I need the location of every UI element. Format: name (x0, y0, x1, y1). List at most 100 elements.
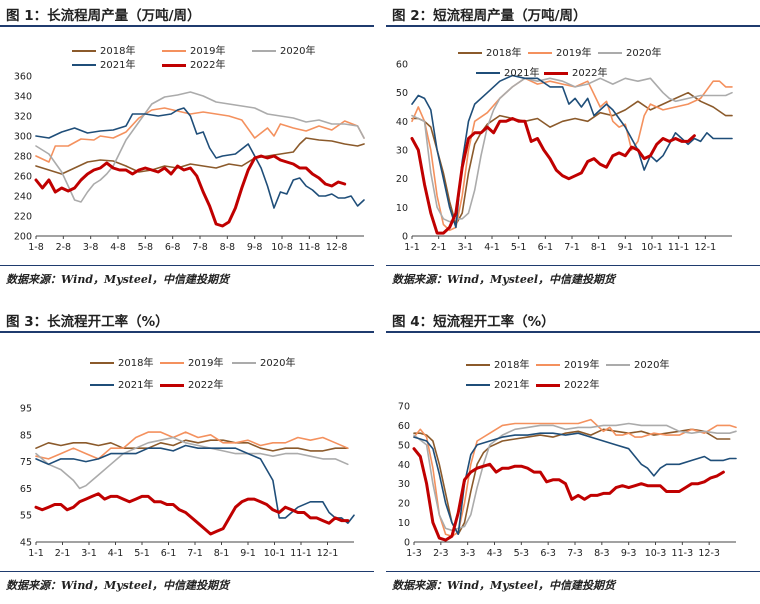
x-tick-label: 2-3 (433, 548, 449, 559)
series-line-2018 (413, 428, 731, 535)
x-tick-label: 7-1 (187, 548, 203, 559)
legend-label: 2020年 (634, 360, 670, 371)
title-rule (0, 331, 374, 333)
legend-label: 2022年 (564, 380, 600, 391)
chart-title: 图 4：短流程开工率（%） (392, 314, 555, 330)
source-rule (386, 265, 760, 266)
legend-item-2022: 2022年 (536, 376, 599, 391)
series-line-2022 (34, 154, 347, 228)
legend-label: 2018年 (486, 48, 522, 59)
series-line-2021 (35, 444, 355, 524)
x-tick-label: 12-1 (695, 242, 717, 253)
series-line-2022 (410, 117, 696, 235)
legend-swatch (160, 383, 184, 387)
legend-label: 2018年 (100, 46, 136, 57)
legend-label: 2020年 (626, 48, 662, 59)
y-tick-label: 95 (20, 404, 32, 415)
legend-swatch (72, 64, 96, 66)
series-line-2018 (35, 137, 365, 175)
legend-swatch (606, 364, 630, 366)
x-tick-label: 2-8 (56, 242, 72, 253)
x-tick-label: 6-3 (540, 548, 556, 559)
x-tick-label: 1-3 (406, 548, 422, 559)
x-tick-label: 1-1 (28, 548, 44, 559)
legend-swatch (466, 384, 490, 386)
source-note: 数据来源：Wind，Mysteel，中信建投期货 (6, 273, 230, 286)
x-tick-label: 10-1 (264, 548, 286, 559)
legend-label: 2022年 (572, 68, 608, 79)
panel-4: 图 4：短流程开工率（%） 0 10 20 30 40 50 60 70 1-3 2-3 3-3 4-… (386, 306, 760, 604)
legend-label: 2018年 (494, 360, 530, 371)
y-tick-label: 0 (402, 232, 408, 243)
legend-swatch (252, 50, 276, 52)
series-line-2019 (35, 431, 349, 460)
legend-label: 2020年 (260, 358, 296, 369)
series-line-2021 (411, 74, 733, 229)
legend-label: 2022年 (190, 60, 226, 71)
legend-item-2021: 2021年 (72, 56, 135, 71)
legend-item-2018: 2018年 (72, 42, 135, 57)
x-tick-label: 12-8 (326, 242, 348, 253)
y-tick-label: 0 (404, 538, 410, 549)
legend-swatch (544, 71, 568, 75)
legend-item-2020: 2020年 (598, 44, 661, 59)
x-tick-label: 11-8 (299, 242, 321, 253)
legend-item-2021: 2021年 (466, 376, 529, 391)
x-tick-label: 8-8 (220, 242, 236, 253)
x-tick-label: 1-8 (28, 242, 44, 253)
legend-item-2020: 2020年 (232, 354, 295, 369)
legend-swatch (466, 364, 490, 366)
legend-swatch (476, 72, 500, 74)
y-tick-label: 20 (398, 499, 410, 510)
legend-label: 2020年 (280, 46, 316, 57)
x-tick-label: 5-1 (134, 548, 150, 559)
legend-item-2022: 2022年 (162, 56, 225, 71)
y-tick-label: 70 (398, 402, 410, 413)
legend-item-2021: 2021年 (476, 64, 539, 79)
legend-label: 2018年 (118, 358, 154, 369)
legend-swatch (162, 63, 186, 67)
y-tick-label: 260 (14, 172, 32, 183)
legend-swatch (598, 52, 622, 54)
x-tick-label: 9-8 (247, 242, 263, 253)
x-tick-label: 3-1 (458, 242, 474, 253)
y-tick-label: 10 (396, 203, 408, 214)
x-tick-label: 3-1 (81, 548, 97, 559)
legend-item-2018: 2018年 (466, 356, 529, 371)
y-tick-label: 65 (20, 484, 32, 495)
legend-swatch (536, 364, 560, 366)
x-tick-label: 9-3 (621, 548, 637, 559)
y-tick-label: 360 (14, 72, 32, 83)
y-tick-label: 60 (396, 60, 408, 71)
panel-2: 图 2：短流程周产量（万吨/周） 0 10 20 30 40 50 60 1-1 2-1 3-1 4… (386, 0, 760, 298)
legend-item-2022: 2022年 (160, 376, 223, 391)
x-tick-label: 5-3 (514, 548, 530, 559)
x-tick-label: 10-1 (641, 242, 663, 253)
series-line-2021 (35, 107, 365, 209)
x-tick-label: 9-1 (240, 548, 256, 559)
line-chart: 0 10 20 30 40 50 60 1-1 2-1 3-1 4-1 5-1 6-1 7-1 8-1 9-1… (396, 60, 733, 253)
legend-item-2021: 2021年 (90, 376, 153, 391)
x-tick-label: 5-8 (138, 242, 154, 253)
y-tick-label: 320 (14, 112, 32, 123)
y-tick-label: 280 (14, 152, 32, 163)
legend-item-2019: 2019年 (536, 356, 599, 371)
x-tick-label: 3-8 (83, 242, 99, 253)
line-chart: 200 220 240 260 280 300 320 340 360 1-8 2-8 3-8 4-8 5… (14, 72, 365, 253)
x-tick-label: 11-1 (290, 548, 312, 559)
chart-title: 图 2：短流程周产量（万吨/周） (392, 8, 587, 24)
panel-1: 图 1：长流程周产量（万吨/周） 200 220 240 260 280 300 320 34… (0, 0, 374, 298)
y-tick-label: 220 (14, 212, 32, 223)
x-tick-label: 4-1 (484, 242, 500, 253)
x-tick-label: 7-8 (192, 242, 208, 253)
source-rule (0, 571, 374, 572)
chart-title: 图 1：长流程周产量（万吨/周） (6, 8, 201, 24)
x-tick-label: 1-1 (404, 242, 420, 253)
legend-swatch (528, 52, 552, 54)
x-tick-label: 6-8 (165, 242, 181, 253)
line-chart: 45 55 65 75 85 95 1-1 2-1 3-1 4-1 5-1 6-1 7-1 8-1 9-1 1… (20, 404, 355, 559)
x-tick-label: 2-1 (55, 548, 71, 559)
source-note: 数据来源：Wind，Mysteel，中信建投期货 (392, 273, 616, 286)
legend-item-2018: 2018年 (458, 44, 521, 59)
source-note: 数据来源：Wind，Mysteel，中信建投期货 (392, 579, 616, 592)
